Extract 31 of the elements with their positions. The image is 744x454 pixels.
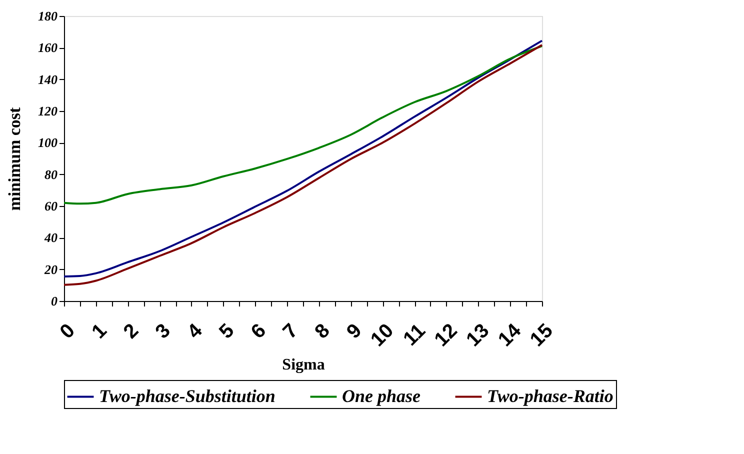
- x-tick-label: 14: [494, 319, 526, 352]
- legend-label: Two-phase-Ratio: [487, 386, 614, 406]
- x-tick-label: 12: [430, 320, 462, 352]
- x-tick-label: 3: [152, 320, 175, 344]
- x-tick-label: 6: [247, 320, 271, 344]
- x-tick-label: 4: [183, 319, 208, 344]
- x-axis-title: Sigma: [282, 356, 325, 374]
- legend-label: Two-phase-Substitution: [99, 386, 276, 406]
- legend-label: One phase: [342, 386, 421, 406]
- y-tick-label: 60: [44, 198, 58, 214]
- x-tick-label: 15: [526, 320, 558, 352]
- x-tick-label: 1: [88, 320, 112, 344]
- y-tick-label: 180: [38, 8, 58, 24]
- y-tick-label: 160: [38, 40, 58, 56]
- x-tick-label: 11: [399, 320, 430, 350]
- y-tick-label: 0: [51, 294, 58, 308]
- y-tick-label: 120: [38, 104, 58, 118]
- x-tick-label: 9: [342, 320, 366, 344]
- y-tick-label: 40: [44, 230, 58, 246]
- x-tick-label: 7: [278, 320, 302, 344]
- x-tick-label: 10: [366, 320, 398, 352]
- y-tick-label: 100: [38, 135, 58, 150]
- y-axis-title: minimum cost: [5, 106, 24, 211]
- x-tick-label: 5: [215, 320, 239, 344]
- line-series: [63, 45, 543, 205]
- x-tick-label: 8: [310, 320, 334, 344]
- y-tick-label: 140: [38, 72, 58, 87]
- x-tick-label: 2: [120, 320, 144, 344]
- y-tick-label: 80: [44, 166, 58, 182]
- x-tick-label: 13: [462, 320, 494, 352]
- y-tick-label: 20: [44, 262, 58, 277]
